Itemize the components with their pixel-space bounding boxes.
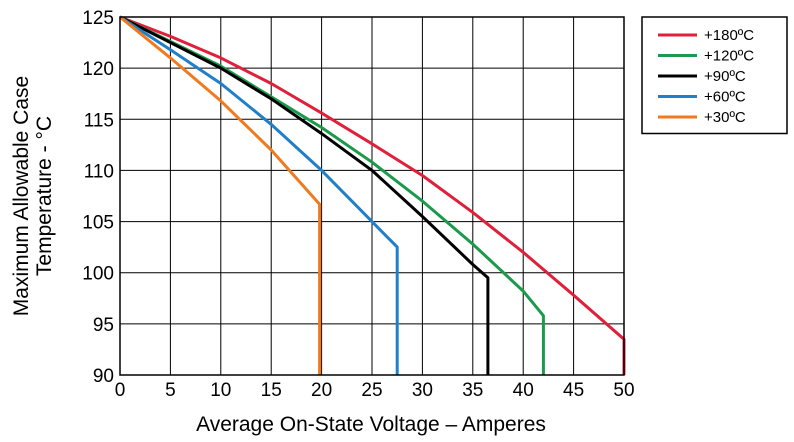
x-tick-label: 10: [210, 380, 231, 401]
series-layer: [119, 15, 626, 375]
y-tick-label: 120: [82, 59, 114, 80]
y-axis-title-line-1: Maximum Allowable Case: [10, 76, 33, 316]
y-axis-title: Maximum Allowable Case Temperature - °C: [10, 76, 56, 316]
series-line-1: [119, 15, 545, 375]
x-tick-label: 20: [311, 380, 332, 401]
x-tick-label: 25: [361, 380, 382, 401]
x-tick-label: 50: [613, 380, 634, 401]
legend: +180ºC +120ºC +90ºC +60ºC +30ºC: [641, 16, 788, 135]
y-tick-label: 110: [84, 161, 114, 182]
x-axis-title: Average On-State Voltage – Amperes: [196, 413, 546, 436]
x-tick-labels: 0 5 10 15 20 25 30 35 40 45 50: [115, 380, 635, 401]
series-line-4: [119, 15, 322, 375]
plot-frame: [119, 16, 625, 376]
legend-label: +180ºC: [704, 27, 754, 44]
x-tick-label: 0: [115, 380, 126, 401]
legend-label: +30ºC: [704, 109, 746, 126]
y-tick-label: 100: [82, 264, 114, 285]
x-tick-label: 30: [412, 380, 433, 401]
legend-label: +90ºC: [704, 68, 746, 85]
series-line-2: [119, 15, 490, 375]
y-tick-label: 125: [82, 8, 114, 29]
y-tick-label: 90: [93, 366, 114, 387]
x-tick-label: 15: [261, 380, 282, 401]
legend-label: +120ºC: [704, 48, 754, 65]
y-tick-labels: 125 120 115 110 105 100 95 90: [82, 8, 114, 387]
series-line-0: [119, 15, 626, 375]
x-tick-label: 40: [513, 380, 534, 401]
x-tick-label: 35: [462, 380, 483, 401]
legend-label: +60ºC: [704, 89, 746, 106]
y-tick-label: 115: [84, 110, 114, 131]
y-tick-label: 95: [93, 315, 114, 336]
x-tick-label: 45: [563, 380, 584, 401]
grid: [119, 16, 625, 376]
x-tick-label: 5: [165, 380, 176, 401]
y-axis-title-line-2: Temperature - °C: [33, 116, 56, 276]
y-tick-label: 105: [82, 213, 114, 234]
series-line-3: [119, 15, 399, 375]
